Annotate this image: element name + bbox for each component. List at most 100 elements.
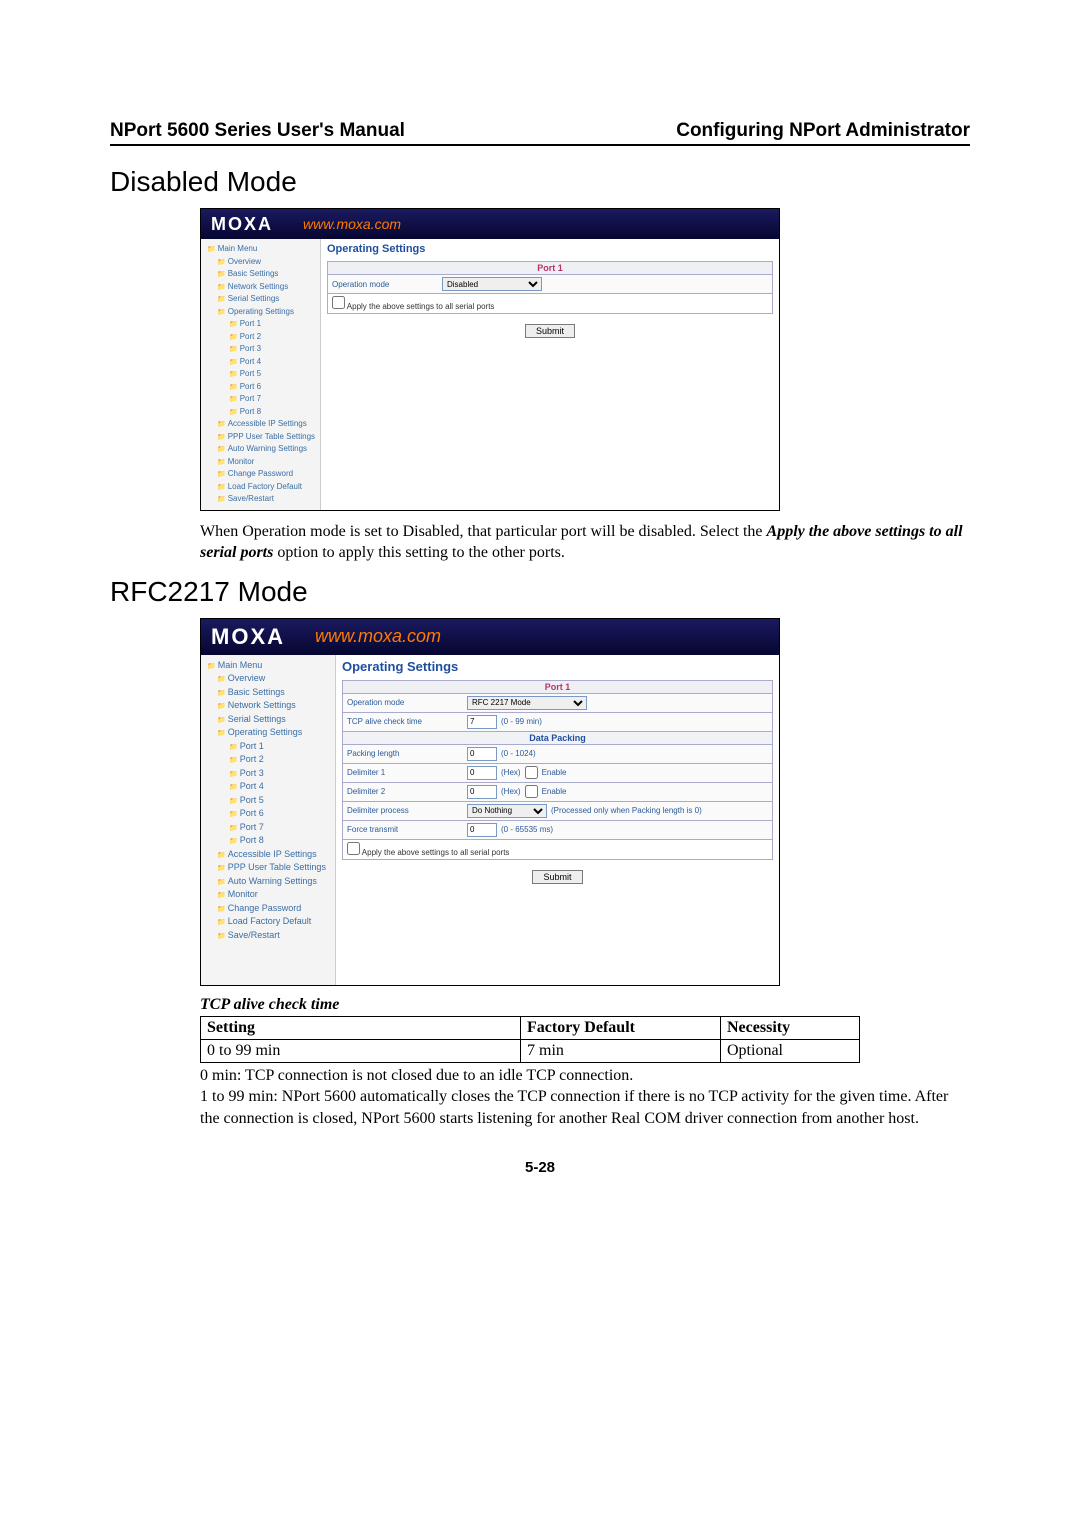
checkbox-delimiter-2-enable[interactable] [525, 785, 538, 798]
brand-logo: MOXA [211, 214, 273, 235]
tree-item[interactable]: Port 8 [203, 406, 318, 419]
th-default: Factory Default [521, 1016, 721, 1039]
screenshot-rfc2217: MOXA www.moxa.com Main MenuOverviewBasic… [200, 618, 970, 986]
tree-item[interactable]: Port 2 [203, 753, 333, 767]
param-table: Setting Factory Default Necessity 0 to 9… [200, 1016, 860, 1063]
input-delimiter-1[interactable] [467, 766, 497, 780]
row-force-transmit: Force transmit (0 - 65535 ms) [342, 821, 773, 840]
content-title: Operating Settings [342, 659, 773, 674]
tree-item[interactable]: Change Password [203, 468, 318, 481]
tree-item[interactable]: Load Factory Default [203, 915, 333, 929]
row-apply-all: Apply the above settings to all serial p… [342, 840, 773, 860]
tree-item[interactable]: Port 4 [203, 356, 318, 369]
hint-delimiter-process: (Processed only when Packing length is 0… [551, 806, 702, 815]
select-operation-mode[interactable]: RFC 2217 Mode [467, 696, 587, 710]
page: NPort 5600 Series User's Manual Configur… [0, 0, 1080, 1216]
section-title-disabled-mode: Disabled Mode [110, 166, 970, 198]
tree-item[interactable]: Basic Settings [203, 268, 318, 281]
checkbox-delimiter-1-enable[interactable] [525, 766, 538, 779]
tree-item[interactable]: Port 4 [203, 780, 333, 794]
tree-item[interactable]: Accessible IP Settings [203, 418, 318, 431]
tree-item[interactable]: Overview [203, 256, 318, 269]
select-operation-mode[interactable]: Disabled [442, 277, 542, 291]
tree-item[interactable]: Port 1 [203, 740, 333, 754]
tree-item[interactable]: Monitor [203, 888, 333, 902]
header-left: NPort 5600 Series User's Manual [110, 120, 405, 142]
label-enable-1: Enable [542, 768, 567, 777]
brand-url: www.moxa.com [303, 216, 401, 232]
tree-item[interactable]: Port 1 [203, 318, 318, 331]
content-pane: Operating Settings Port 1 Operation mode… [321, 239, 779, 510]
tree-item[interactable]: Port 3 [203, 343, 318, 356]
td-setting: 0 to 99 min [201, 1039, 521, 1062]
table-header-row: Setting Factory Default Necessity [201, 1016, 860, 1039]
browser-header: MOXA www.moxa.com [201, 619, 779, 655]
note-1: 0 min: TCP connection is not closed due … [200, 1065, 970, 1087]
tree-item[interactable]: PPP User Table Settings [203, 431, 318, 444]
brand-logo: MOXA [211, 624, 285, 650]
label-packing-length: Packing length [347, 749, 467, 758]
tree-item[interactable]: PPP User Table Settings [203, 861, 333, 875]
hint-delimiter-2: (Hex) [501, 787, 521, 796]
nav-tree: Main MenuOverviewBasic SettingsNetwork S… [201, 655, 336, 985]
tree-item[interactable]: Port 6 [203, 807, 333, 821]
tree-item[interactable]: Save/Restart [203, 929, 333, 943]
tree-item[interactable]: Serial Settings [203, 713, 333, 727]
tree-item[interactable]: Auto Warning Settings [203, 443, 318, 456]
tree-item[interactable]: Port 3 [203, 767, 333, 781]
header-right: Configuring NPort Administrator [676, 120, 970, 142]
tree-item[interactable]: Port 2 [203, 331, 318, 344]
row-delimiter-1: Delimiter 1 (Hex) Enable [342, 764, 773, 783]
tree-item[interactable]: Accessible IP Settings [203, 848, 333, 862]
tree-item[interactable]: Load Factory Default [203, 481, 318, 494]
label-delimiter-1: Delimiter 1 [347, 768, 467, 777]
tree-item[interactable]: Port 7 [203, 821, 333, 835]
browser-body: Main MenuOverviewBasic SettingsNetwork S… [201, 239, 779, 510]
content-pane: Operating Settings Port 1 Operation mode… [336, 655, 779, 985]
input-delimiter-2[interactable] [467, 785, 497, 799]
tree-item[interactable]: Network Settings [203, 699, 333, 713]
hint-delimiter-1: (Hex) [501, 768, 521, 777]
submit-wrap: Submit [342, 860, 773, 894]
tree-item[interactable]: Port 5 [203, 794, 333, 808]
submit-button[interactable]: Submit [532, 870, 582, 884]
submit-button[interactable]: Submit [525, 324, 575, 338]
page-header: NPort 5600 Series User's Manual Configur… [110, 120, 970, 146]
row-apply-all: Apply the above settings to all serial p… [327, 294, 773, 314]
tree-item[interactable]: Basic Settings [203, 686, 333, 700]
tree-item[interactable]: Port 7 [203, 393, 318, 406]
tree-item[interactable]: Port 6 [203, 381, 318, 394]
label-force-transmit: Force transmit [347, 825, 467, 834]
label-tcp-alive: TCP alive check time [347, 717, 467, 726]
checkbox-apply-all[interactable] [332, 296, 345, 309]
select-delimiter-process[interactable]: Do Nothing [467, 804, 547, 818]
paragraph-disabled-mode: When Operation mode is set to Disabled, … [200, 521, 970, 564]
tree-item[interactable]: Change Password [203, 902, 333, 916]
tree-item[interactable]: Network Settings [203, 281, 318, 294]
table-row: 0 to 99 min 7 min Optional [201, 1039, 860, 1062]
input-packing-length[interactable] [467, 747, 497, 761]
tree-item[interactable]: Operating Settings [203, 726, 333, 740]
label-operation-mode: Operation mode [332, 280, 442, 289]
row-delimiter-process: Delimiter process Do Nothing (Processed … [342, 802, 773, 821]
row-packing-length: Packing length (0 - 1024) [342, 745, 773, 764]
row-operation-mode: Operation mode RFC 2217 Mode [342, 694, 773, 713]
tree-item[interactable]: Auto Warning Settings [203, 875, 333, 889]
tree-item[interactable]: Serial Settings [203, 293, 318, 306]
checkbox-apply-all[interactable] [347, 842, 360, 855]
tree-item[interactable]: Main Menu [203, 659, 333, 673]
tree-item[interactable]: Port 8 [203, 834, 333, 848]
section-title-rfc2217: RFC2217 Mode [110, 576, 970, 608]
tree-item[interactable]: Operating Settings [203, 306, 318, 319]
submit-wrap: Submit [327, 314, 773, 348]
tree-item[interactable]: Save/Restart [203, 493, 318, 506]
tree-item[interactable]: Overview [203, 672, 333, 686]
td-default: 7 min [521, 1039, 721, 1062]
tree-item[interactable]: Port 5 [203, 368, 318, 381]
tree-item[interactable]: Main Menu [203, 243, 318, 256]
content-title: Operating Settings [327, 243, 773, 255]
tree-item[interactable]: Monitor [203, 456, 318, 469]
page-number: 5-28 [110, 1159, 970, 1176]
input-force-transmit[interactable] [467, 823, 497, 837]
input-tcp-alive[interactable] [467, 715, 497, 729]
